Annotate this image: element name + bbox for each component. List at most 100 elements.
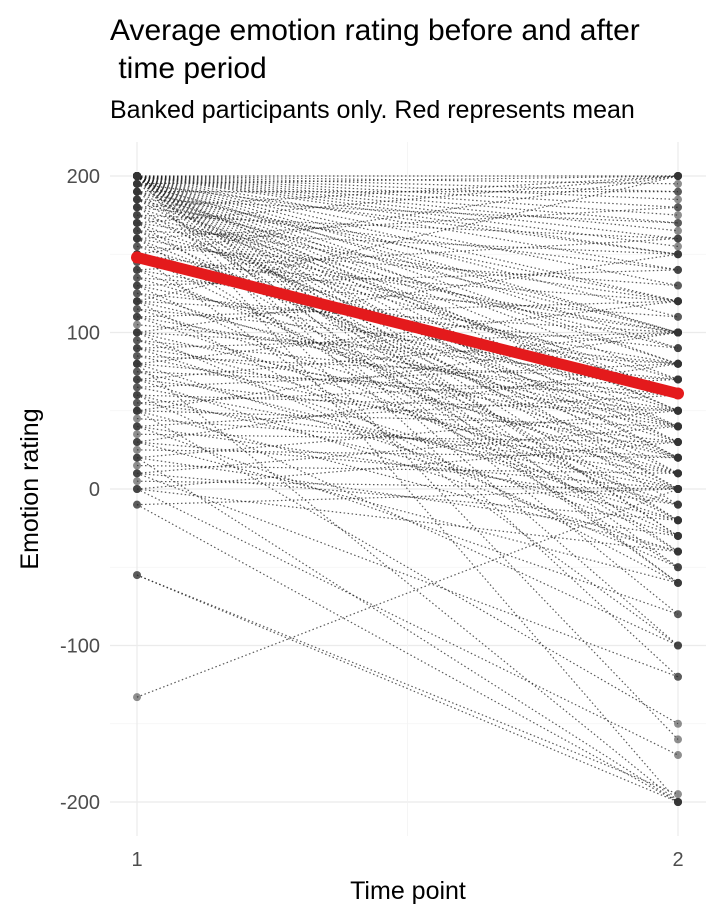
point-time-1 (133, 571, 141, 580)
point-time-1 (133, 281, 141, 290)
point-time-2 (674, 179, 682, 188)
participant-line (136, 222, 679, 302)
participant-line (136, 339, 679, 396)
participant-line (136, 488, 679, 756)
point-time-1 (133, 328, 141, 337)
point-time-2 (674, 531, 682, 540)
participant-line (136, 363, 679, 537)
point-time-1 (133, 305, 141, 314)
participant-line (136, 441, 679, 490)
point-time-2 (674, 211, 682, 220)
participant-line (136, 347, 679, 427)
point-time-1 (133, 265, 141, 274)
point-time-1 (133, 383, 141, 392)
participant-line (136, 292, 679, 349)
participant-line (136, 175, 679, 443)
participant-line (136, 175, 679, 224)
participant-line (136, 175, 679, 521)
point-time-2 (674, 500, 682, 509)
mean-point-time-1 (131, 251, 143, 264)
point-time-1 (133, 187, 141, 196)
participant-line (136, 457, 679, 803)
point-time-2 (674, 641, 682, 650)
participant-line (136, 230, 679, 474)
y-tick-label: 100 (67, 323, 100, 345)
point-time-2 (674, 328, 682, 337)
participant-line (136, 331, 679, 459)
participant-line (136, 183, 679, 255)
participant-line (136, 261, 679, 302)
y-axis-ticks: -200 -100 0 100 200 (60, 166, 100, 814)
point-time-1 (133, 485, 141, 493)
point-time-1 (133, 453, 141, 462)
participant-line (136, 472, 679, 678)
x-tick-label: 2 (672, 849, 683, 871)
point-time-2 (674, 422, 682, 431)
participant-line (136, 331, 679, 381)
participant-line (136, 175, 679, 349)
participant-line (136, 457, 679, 537)
point-time-2 (674, 790, 682, 799)
participant-line (136, 175, 679, 255)
point-time-2 (674, 265, 682, 274)
point-time-2 (674, 578, 682, 587)
participant-line (136, 175, 679, 584)
participant-line (136, 175, 679, 506)
point-time-1 (133, 218, 141, 227)
participant-line (136, 363, 679, 803)
participant-line (136, 206, 679, 271)
point-time-2 (674, 516, 682, 525)
participant-line (136, 183, 679, 334)
point-time-2 (674, 563, 682, 572)
point-time-1 (133, 367, 141, 376)
point-time-1 (133, 359, 141, 368)
participant-line (136, 300, 679, 365)
participant-line (136, 300, 679, 584)
participant-line (136, 441, 679, 490)
participant-line (136, 504, 679, 803)
point-time-2 (674, 281, 682, 290)
point-time-1 (133, 289, 141, 298)
y-tick-label: -200 (60, 792, 100, 814)
participant-line (136, 175, 679, 302)
point-time-1 (133, 211, 141, 220)
participant-line (136, 175, 679, 224)
mean-point-time-2 (672, 387, 684, 400)
participant-line (136, 347, 679, 521)
point-time-1 (133, 430, 141, 439)
point-time-1 (133, 375, 141, 384)
participant-line (136, 175, 679, 568)
participant-line (136, 206, 679, 396)
point-time-1 (133, 273, 141, 282)
participant-line (136, 175, 679, 427)
participant-line (136, 285, 679, 537)
point-time-2 (674, 226, 682, 235)
participant-line (136, 277, 679, 318)
point-time-2 (674, 672, 682, 681)
participant-line (136, 441, 679, 584)
participant-line (136, 417, 679, 459)
participant-line (136, 363, 679, 412)
point-time-2 (674, 242, 682, 251)
participant-line (136, 574, 679, 795)
participant-line (136, 230, 679, 381)
participant-line (136, 175, 679, 365)
participant-line (136, 245, 679, 287)
participant-line (136, 378, 679, 553)
participant-line (136, 300, 679, 427)
participant-line (136, 175, 679, 248)
point-time-1 (133, 203, 141, 212)
point-time-1 (133, 391, 141, 400)
point-time-2 (674, 453, 682, 462)
participant-line (136, 175, 679, 381)
participant-line (136, 253, 679, 646)
participant-line (136, 175, 679, 216)
participant-line (136, 206, 679, 521)
participant-lines (136, 175, 679, 803)
point-time-2 (674, 312, 682, 321)
point-time-2 (674, 297, 682, 306)
point-time-2 (674, 359, 682, 368)
point-time-1 (133, 438, 141, 447)
participant-line (136, 175, 679, 318)
